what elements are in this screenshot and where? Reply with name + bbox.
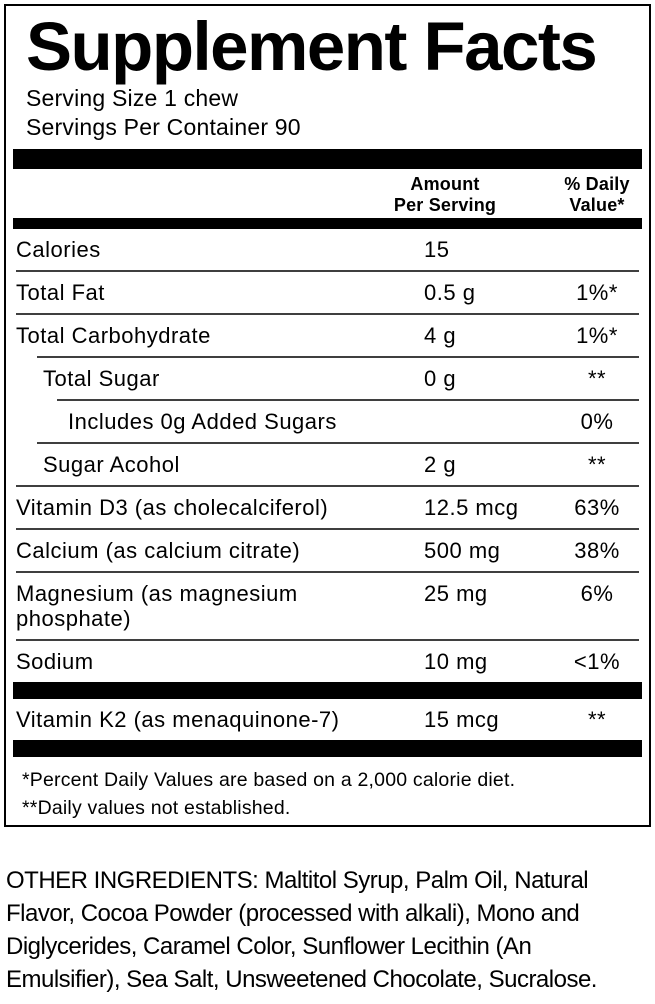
header-divider-bar: [13, 217, 642, 229]
other-ingredients-line: Emulsifier), Sea Salt, Unsweetened Choco…: [6, 966, 597, 993]
nutrient-daily-value: 1%*: [576, 279, 618, 305]
row-divider: [57, 398, 639, 401]
footnote: **Daily values not established.: [22, 796, 291, 819]
nutrient-row: Total Carbohydrate 4 g 1%*: [16, 315, 639, 356]
other-ingredients: OTHER INGREDIENTS: Maltitol Syrup, Palm …: [6, 864, 655, 996]
nutrient-daily-value: **: [587, 365, 607, 391]
nutrient-daily-value: **: [587, 451, 607, 477]
row-divider: [37, 355, 639, 358]
dv-header-line1: % Daily: [564, 173, 630, 194]
row-divider: [16, 484, 639, 487]
dv-header-line2: Value*: [569, 194, 625, 215]
nutrient-row: Calcium (as calcium citrate) 500 mg 38%: [16, 530, 639, 571]
nutrient-daily-value: 0%: [580, 408, 614, 434]
nutrient-row: Sugar Acohol 2 g **: [16, 444, 639, 485]
nutrient-amount: 500 mg: [424, 537, 501, 563]
nutrient-daily-value: **: [587, 706, 607, 732]
nutrient-amount: 0.5 g: [424, 279, 476, 305]
nutrient-daily-value: 38%: [574, 537, 620, 563]
amount-header-line2: Per Serving: [393, 194, 497, 215]
nutrient-amount: 10 mg: [424, 648, 488, 674]
nutrient-label: Calcium (as calcium citrate): [16, 537, 301, 563]
nutrient-label: Total Sugar: [43, 365, 160, 391]
nutrient-row: Vitamin D3 (as cholecalciferol) 12.5 mcg 6…: [16, 487, 639, 528]
other-ingredients-line: Diglycerides, Caramel Color, Sunflower L…: [6, 933, 532, 960]
nutrient-amount: 15: [424, 236, 450, 262]
nutrient-amount: 2 g: [424, 451, 457, 477]
nutrient-label: Total Carbohydrate: [16, 322, 211, 348]
column-header-row: Amount Per Serving % Daily Value*: [6, 169, 649, 218]
nutrient-row: Total Sugar 0 g **: [16, 358, 639, 399]
nutrient-label: Sugar Acohol: [43, 451, 180, 477]
thick-divider-bar: [13, 681, 642, 699]
nutrient-label: Vitamin D3 (as cholecalciferol): [16, 494, 329, 520]
panel-title: Supplement Facts: [26, 8, 598, 85]
nutrient-row: Vitamin K2 (as menaquinone-7) 15 mcg **: [16, 699, 639, 740]
row-divider: [37, 441, 639, 444]
nutrient-amount: 12.5 mcg: [424, 494, 519, 520]
amount-per-serving-header: Amount Per Serving: [370, 174, 520, 216]
row-divider: [16, 570, 639, 573]
row-divider: [16, 312, 639, 315]
nutrient-label: Sodium: [16, 648, 94, 674]
row-divider: [16, 527, 639, 530]
serving-size: Serving Size 1 chew: [26, 84, 239, 111]
nutrient-row: Total Fat 0.5 g 1%*: [16, 272, 639, 313]
nutrient-daily-value: 1%*: [576, 322, 618, 348]
other-ingredients-line: OTHER INGREDIENTS: Maltitol Syrup, Palm …: [6, 867, 589, 894]
nutrient-daily-value: 63%: [574, 494, 620, 520]
nutrient-amount: 0 g: [424, 365, 457, 391]
nutrient-rows: Calories 15 Total Fat 0.5 g 1%* Total Carbohy…: [13, 229, 642, 757]
nutrient-daily-value: <1%: [573, 648, 621, 674]
footnote: *Percent Daily Values are based on a 2,0…: [22, 768, 516, 791]
nutrient-amount: 4 g: [424, 322, 457, 348]
amount-header-line1: Amount: [410, 173, 480, 194]
nutrient-label: Includes 0g Added Sugars: [68, 408, 337, 434]
daily-value-header: % Daily Value*: [547, 174, 647, 216]
thick-divider-bar: [13, 739, 642, 757]
servings-per-container: Servings Per Container 90: [26, 113, 301, 140]
nutrient-row: Calories 15: [16, 229, 639, 270]
nutrient-amount: 15 mcg: [424, 706, 500, 732]
nutrient-daily-value: 6%: [580, 580, 614, 606]
nutrient-label: Total Fat: [16, 279, 105, 305]
nutrient-row: Includes 0g Added Sugars 0%: [16, 401, 639, 442]
other-ingredients-line: Flavor, Cocoa Powder (processed with alk…: [6, 900, 580, 927]
nutrient-label: Magnesium (as magnesium phosphate): [16, 580, 298, 631]
row-divider: [16, 638, 639, 641]
footnotes: *Percent Daily Values are based on a 2,0…: [22, 766, 639, 822]
row-divider: [16, 269, 639, 272]
nutrient-row: Magnesium (as magnesium phosphate) 25 mg 6…: [16, 573, 639, 639]
nutrient-amount: 25 mg: [424, 580, 488, 606]
thick-divider-bar: [13, 148, 642, 169]
nutrient-row: Sodium 10 mg <1%: [16, 641, 639, 682]
supplement-facts-panel: Supplement Facts Serving Size 1 chew Ser…: [4, 4, 651, 827]
nutrient-label: Calories: [16, 236, 101, 262]
nutrient-label: Vitamin K2 (as menaquinone-7): [16, 706, 340, 732]
